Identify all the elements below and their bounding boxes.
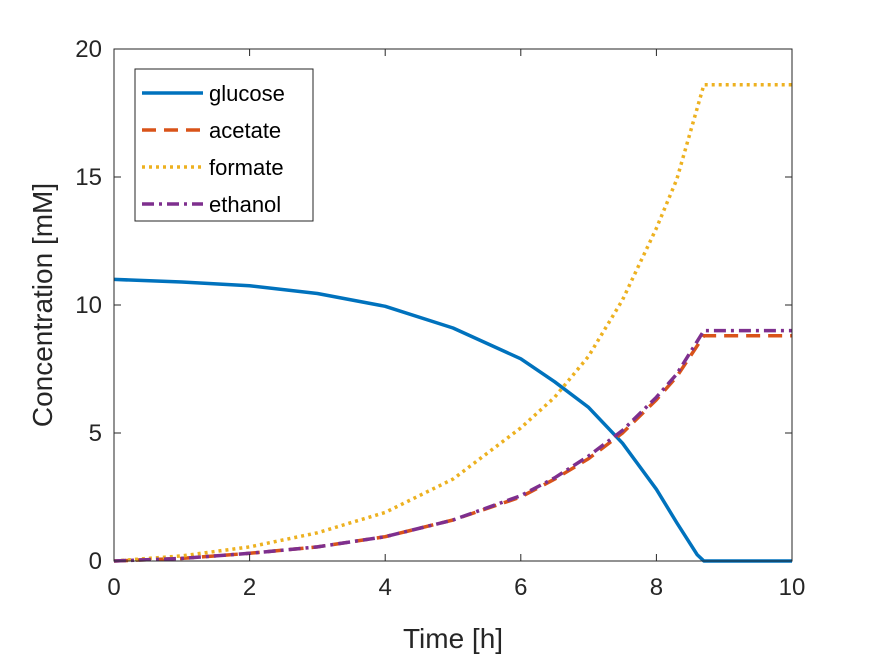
y-tick-label: 5 (89, 420, 102, 447)
legend-label-acetate: acetate (209, 118, 281, 143)
series-line-ethanol (113, 328, 792, 563)
x-tick-label: 2 (243, 574, 256, 601)
x-tick-label: 4 (379, 574, 392, 601)
y-tick-label: 15 (75, 164, 102, 191)
series-line-glucose (113, 277, 792, 563)
legend-label-glucose: glucose (209, 81, 285, 106)
x-tick-label: 8 (650, 574, 663, 601)
x-tick-label: 6 (514, 574, 527, 601)
series-layer (113, 83, 792, 563)
y-axis-label: Concentration [mM] (27, 183, 58, 427)
legend-label-formate: formate (209, 155, 284, 180)
y-tick-label: 0 (89, 548, 102, 575)
x-tick-label: 0 (107, 574, 120, 601)
series-line-formate (113, 83, 792, 563)
legend-label-ethanol: ethanol (209, 192, 281, 217)
legend: glucose acetate formate ethanol (134, 68, 314, 222)
y-tick-label: 10 (75, 292, 102, 319)
y-tick-label: 20 (75, 36, 102, 63)
x-axis-label: Time [h] (403, 623, 503, 654)
tick-layer: 0 2 4 6 8 10 0 5 10 15 20 (75, 36, 805, 601)
x-tick-label: 10 (779, 574, 806, 601)
